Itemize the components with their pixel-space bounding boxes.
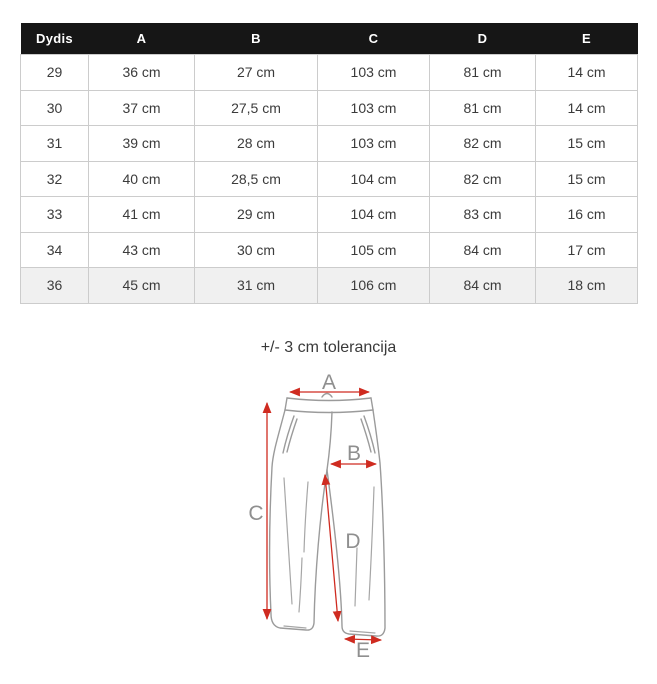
table-cell: 104 cm [317,160,430,197]
table-row: 31 39 cm 28 cm 103 cm 82 cm 15 cm [20,125,638,162]
pants-measurement-diagram: A B C D E [248,371,386,662]
table-cell: 36 cm [88,54,195,91]
table-cell: 32 [20,160,89,197]
table-cell: 16 cm [535,196,638,233]
table-cell: 45 cm [88,267,195,304]
table-cell: 14 cm [535,54,638,91]
waistband-left-edge [284,397,288,411]
table-cell: 15 cm [535,125,638,162]
table-cell: 83 cm [429,196,536,233]
table-cell: 84 cm [429,231,536,268]
right-leg-creases [354,486,375,607]
size-table: Dydis A B C D E 29 36 cm 27 cm 103 cm 81… [20,23,638,304]
left-leg-creases [283,477,309,613]
table-cell: 82 cm [429,125,536,162]
waistband-bottom-line [284,409,374,414]
table-cell: 81 cm [429,89,536,126]
table-cell: 14 cm [535,89,638,126]
header-cell-a: A [88,23,195,55]
table-row: 32 40 cm 28,5 cm 104 cm 82 cm 15 cm [20,160,638,197]
pants-outline [268,392,386,637]
measure-arrow-e [343,634,383,645]
table-cell: 18 cm [535,267,638,304]
measure-arrow-d [321,473,342,623]
table-cell: 28 cm [194,125,318,162]
header-cell-dydis: Dydis [20,23,89,55]
table-cell: 30 cm [194,231,318,268]
table-cell: 15 cm [535,160,638,197]
table-cell: 37 cm [88,89,195,126]
header-cell-e: E [535,23,638,55]
belt-loop-detail [321,392,333,398]
table-cell: 103 cm [317,125,430,162]
table-cell: 105 cm [317,231,430,268]
header-cell-b: B [194,23,318,55]
table-cell: 29 cm [194,196,318,233]
table-cell: 106 cm [317,267,430,304]
left-hem-inner-line [283,625,307,629]
measure-label-a: A [322,371,336,394]
table-cell: 104 cm [317,196,430,233]
left-leg-outline [268,409,328,631]
table-cell: 39 cm [88,125,195,162]
fly-seam [326,411,333,471]
table-cell: 84 cm [429,267,536,304]
table-cell: 34 [20,231,89,268]
table-cell: 29 [20,54,89,91]
measurement-arrows [262,387,383,645]
table-row: 30 37 cm 27,5 cm 103 cm 81 cm 14 cm [20,89,638,126]
measure-label-b: B [347,442,361,465]
table-cell: 33 [20,196,89,233]
right-hem-inner-line [349,630,376,634]
measure-label-e: E [356,639,370,662]
table-row: 36 45 cm 31 cm 106 cm 84 cm 18 cm [20,267,638,304]
header-cell-c: C [317,23,430,55]
table-cell: 31 cm [194,267,318,304]
table-cell: 27,5 cm [194,89,318,126]
table-cell: 40 cm [88,160,195,197]
table-cell: 17 cm [535,231,638,268]
table-cell: 27 cm [194,54,318,91]
tolerance-note: +/- 3 cm tolerancija [260,339,397,356]
table-cell: 30 [20,89,89,126]
table-cell: 43 cm [88,231,195,268]
header-cell-d: D [429,23,536,55]
table-row: 29 36 cm 27 cm 103 cm 81 cm 14 cm [20,54,638,91]
table-cell: 31 [20,125,89,162]
measure-label-c: C [248,502,263,525]
table-row: 34 43 cm 30 cm 105 cm 84 cm 17 cm [20,231,638,268]
measure-label-d: D [345,530,360,553]
table-cell: 82 cm [429,160,536,197]
table-cell: 81 cm [429,54,536,91]
table-cell: 28,5 cm [194,160,318,197]
waistband-top-line [286,397,372,402]
table-cell: 41 cm [88,196,195,233]
table-cell: 36 [20,267,89,304]
table-cell: 103 cm [317,54,430,91]
waistband-right-edge [370,397,374,411]
right-pocket-line [360,415,376,454]
left-pocket-line [282,415,298,454]
table-row: 33 41 cm 29 cm 104 cm 83 cm 16 cm [20,196,638,233]
table-cell: 103 cm [317,89,430,126]
table-header-row: Dydis A B C D E [20,23,638,55]
